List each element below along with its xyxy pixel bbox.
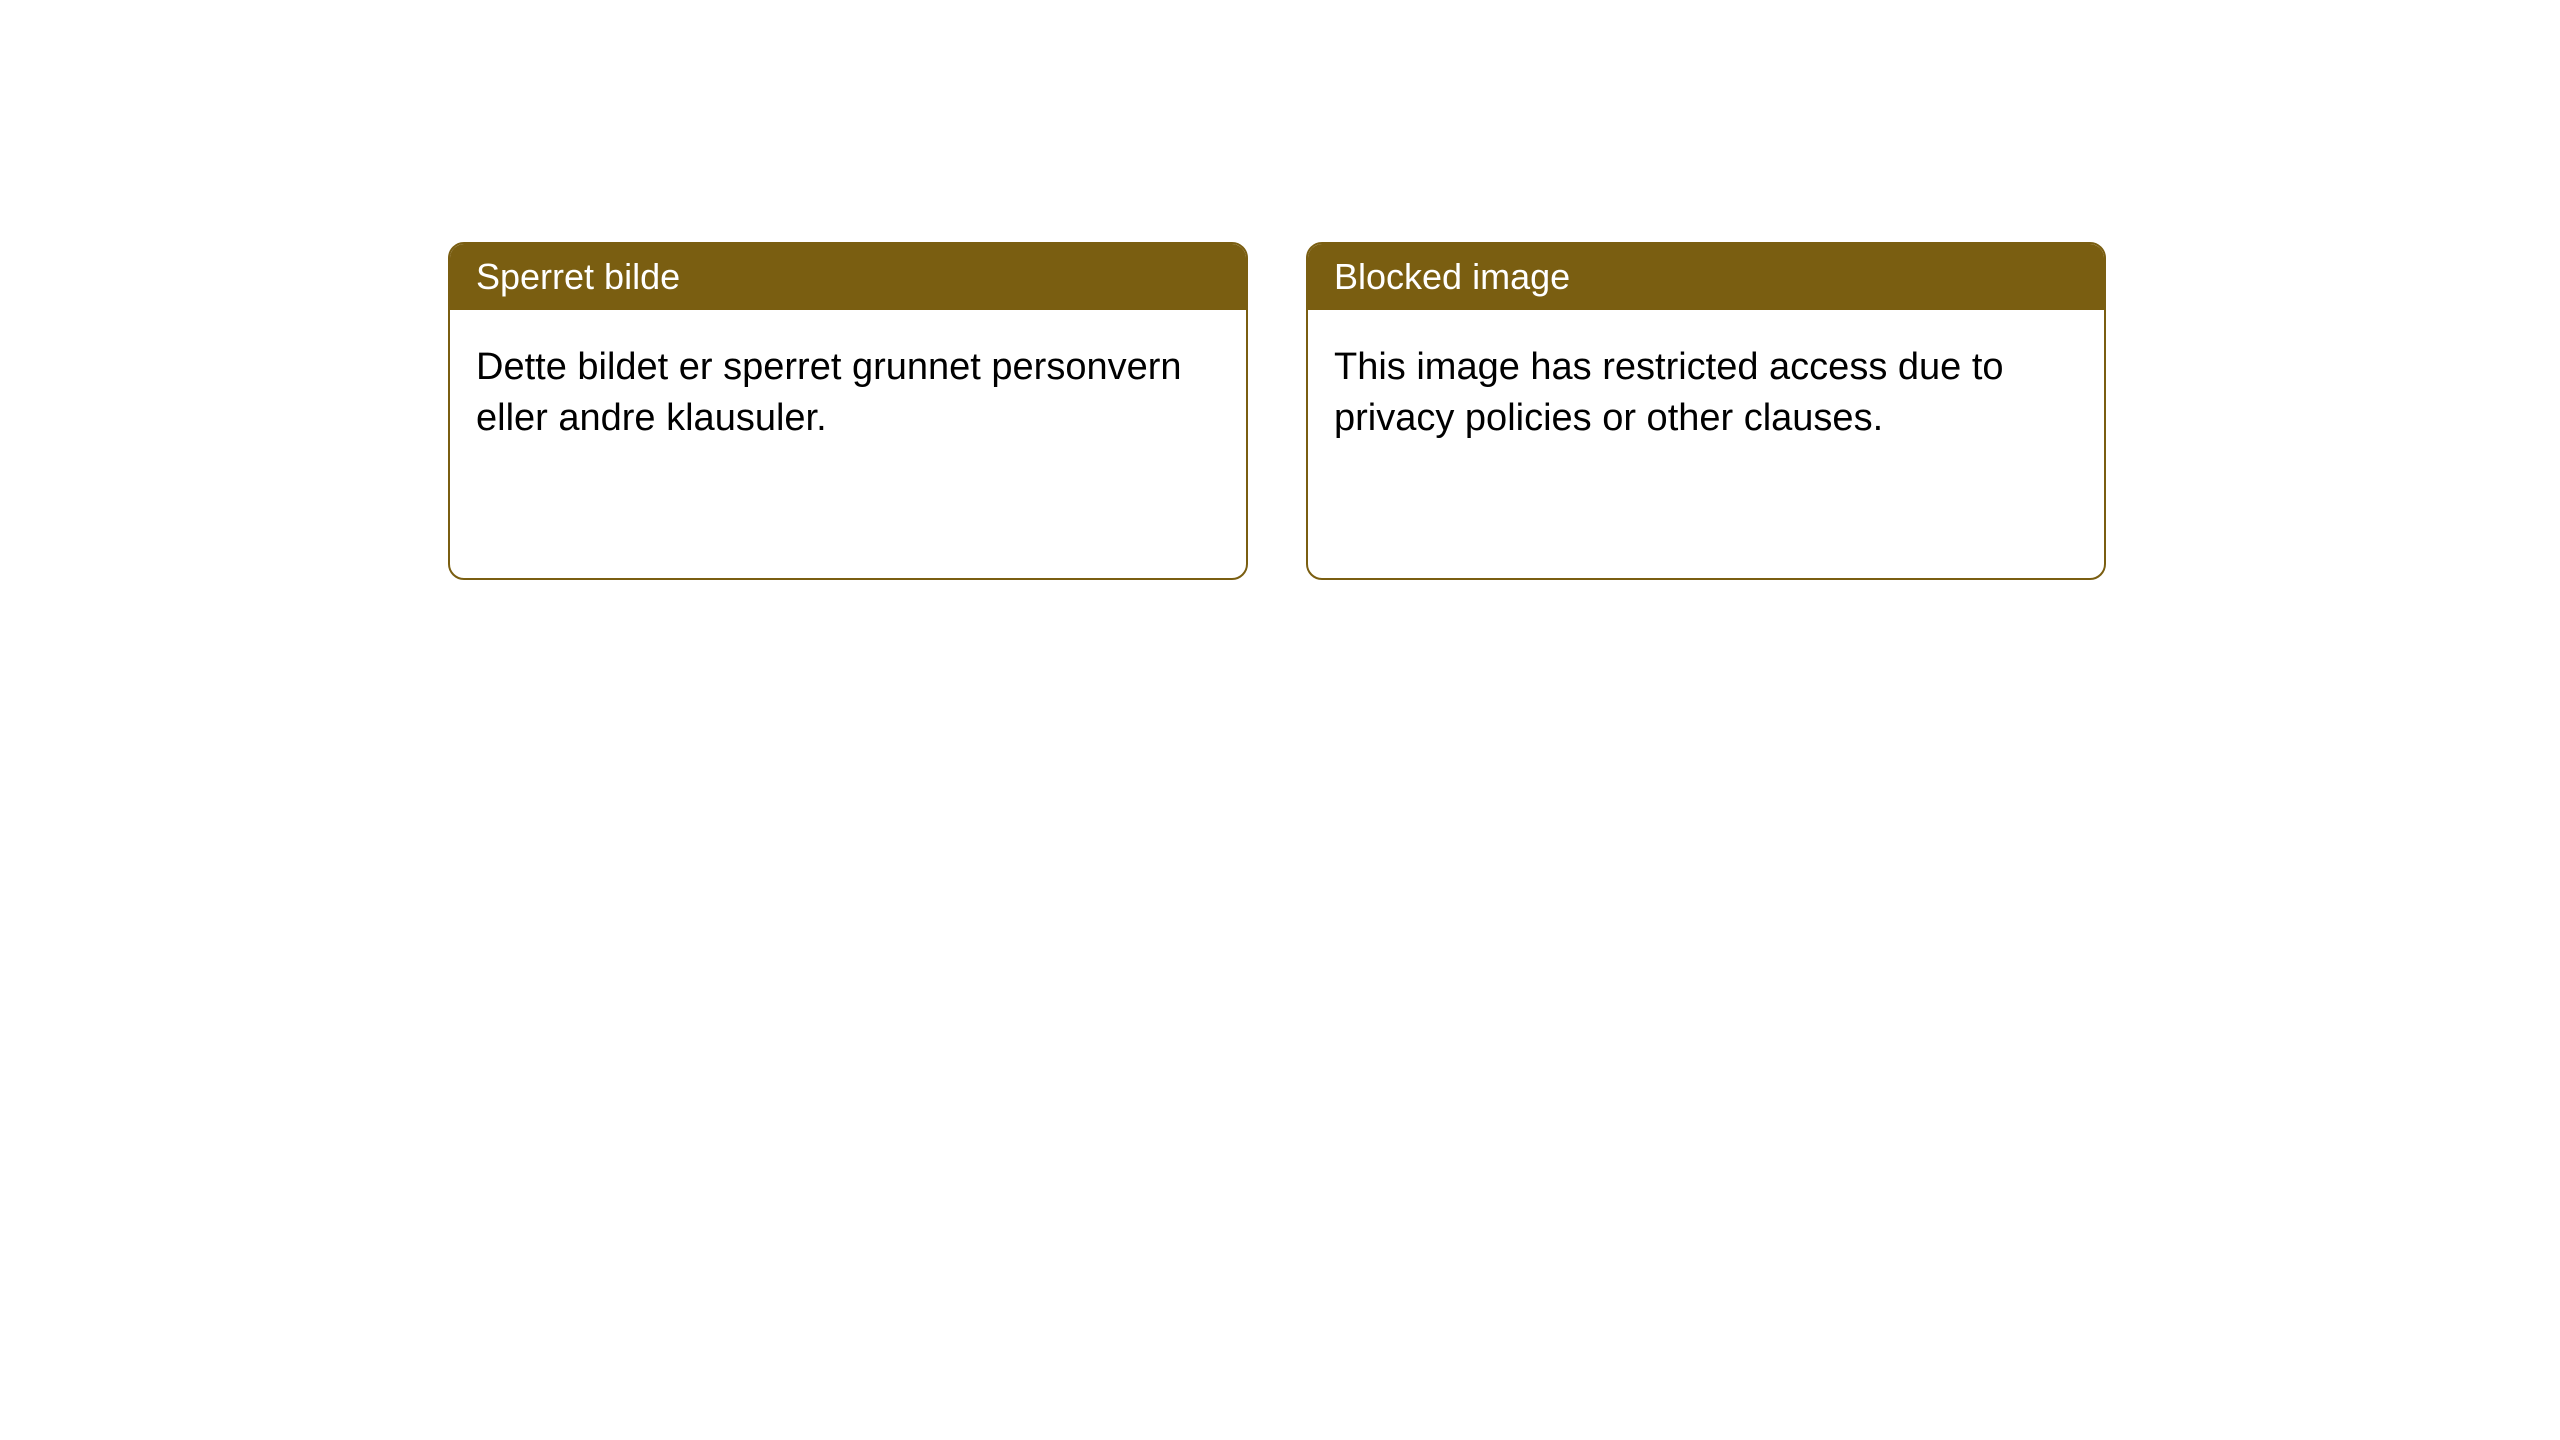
notice-card-english: Blocked image This image has restricted … bbox=[1306, 242, 2106, 580]
notice-title: Blocked image bbox=[1308, 244, 2104, 310]
notice-body: Dette bildet er sperret grunnet personve… bbox=[450, 310, 1246, 477]
notice-container: Sperret bilde Dette bildet er sperret gr… bbox=[0, 0, 2560, 580]
notice-title: Sperret bilde bbox=[450, 244, 1246, 310]
notice-card-norwegian: Sperret bilde Dette bildet er sperret gr… bbox=[448, 242, 1248, 580]
notice-body: This image has restricted access due to … bbox=[1308, 310, 2104, 477]
